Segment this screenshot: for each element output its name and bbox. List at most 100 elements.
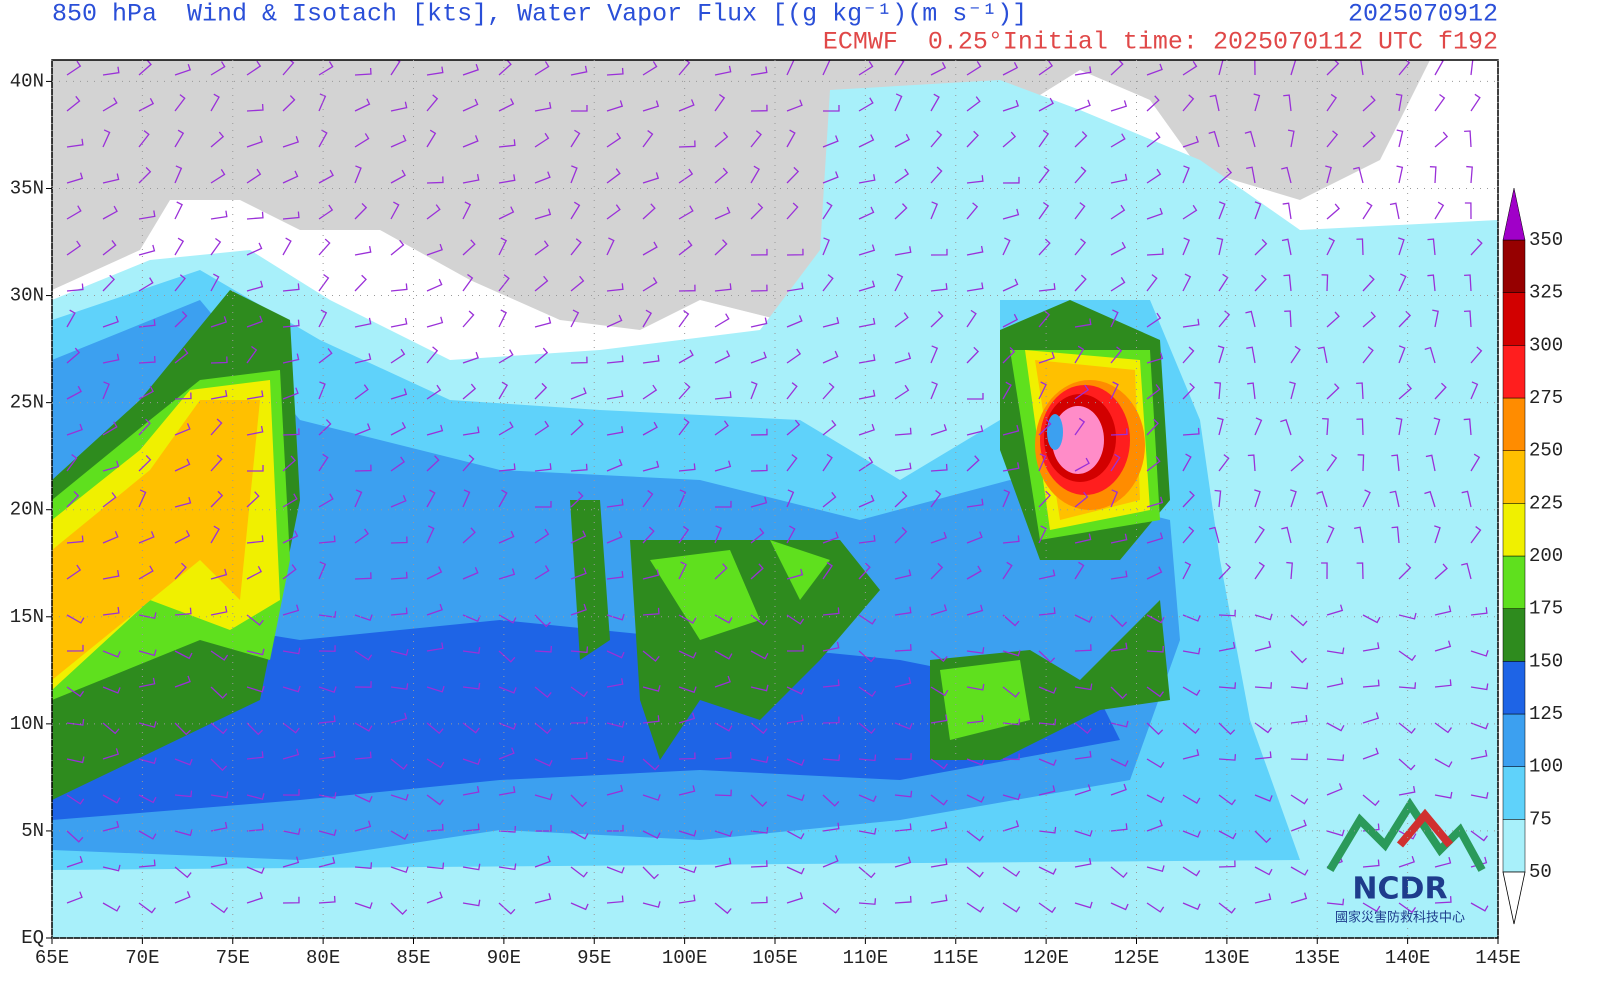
wind-barb (1074, 722, 1092, 734)
wind-barb (1110, 100, 1128, 112)
wind-barb (1146, 614, 1165, 624)
wind-barb (1470, 683, 1489, 691)
wind-barb (318, 561, 327, 580)
wind-barb (282, 237, 292, 256)
wind-barb (1396, 129, 1404, 148)
wind-barb (858, 614, 877, 625)
wind-barb (822, 419, 837, 436)
wind-barb (534, 686, 552, 698)
wind-barb (1290, 714, 1308, 724)
wind-barb (318, 856, 336, 868)
wind-barb (210, 857, 228, 868)
wind-barb (822, 607, 840, 616)
wind-barb (1216, 417, 1224, 436)
wind-barb (1182, 60, 1198, 76)
wind-barb (1362, 747, 1379, 760)
wind-barb (138, 531, 155, 544)
wind-barb (174, 675, 191, 688)
wind-barb (498, 237, 508, 256)
wind-barb (462, 527, 476, 544)
wind-barb (1146, 865, 1165, 873)
wind-barb (858, 97, 874, 112)
wind-barb (930, 283, 948, 292)
wind-barb (282, 685, 301, 693)
wind-barb (714, 722, 733, 732)
wind-barb (1398, 682, 1417, 690)
wind-barb (1244, 130, 1256, 148)
wind-barb (678, 561, 687, 580)
wind-barb (1182, 382, 1195, 400)
wind-barb (1110, 428, 1128, 436)
wind-barb (570, 201, 581, 220)
wind-barb (102, 129, 111, 148)
wind-barb (498, 349, 514, 364)
wind-barb (426, 823, 444, 832)
wind-barb (966, 604, 984, 616)
wind-barb (462, 785, 480, 796)
wind-barb (390, 388, 408, 400)
typhoon-core (1052, 406, 1104, 474)
wind-barb (894, 312, 909, 328)
wind-barb (390, 348, 406, 364)
wind-barb (642, 794, 661, 801)
wind-barb (894, 606, 912, 616)
wind-barb (246, 685, 265, 693)
wind-barb (1146, 168, 1162, 184)
wind-barb (714, 789, 732, 797)
wind-barb (282, 604, 300, 616)
wind-barb (678, 650, 697, 659)
colorbar-label: 325 (1529, 282, 1563, 304)
wind-barb (1470, 526, 1482, 544)
wind-barb (930, 858, 948, 868)
wind-barb (1002, 535, 1020, 544)
wind-barb (318, 204, 334, 220)
wind-barb (1074, 457, 1090, 472)
wind-barb (1326, 754, 1345, 762)
wind-barb (138, 385, 154, 400)
wind-barb (246, 390, 264, 400)
wind-barb (1218, 167, 1233, 184)
wind-barb (1326, 829, 1345, 837)
wind-barb (1182, 318, 1200, 328)
wind-barb (102, 460, 120, 472)
wind-barb (390, 712, 408, 724)
wind-barb (66, 423, 83, 436)
wind-barb (282, 283, 300, 292)
wind-barb (534, 893, 552, 904)
wind-barb (246, 103, 264, 112)
wind-barb (246, 793, 265, 800)
wind-barb (534, 347, 549, 364)
wind-barb (174, 562, 187, 580)
y-tick-label: EQ (21, 927, 44, 949)
wind-barb (498, 489, 508, 508)
wind-barb (1218, 830, 1237, 840)
wind-barb (1002, 176, 1020, 184)
wind-barb (750, 381, 758, 400)
wind-barb (930, 130, 943, 148)
wind-barb (354, 98, 371, 112)
logo-mountain (1326, 797, 1486, 873)
wind-barb (1182, 647, 1201, 655)
wind-barb (102, 864, 121, 872)
wind-barb (210, 525, 220, 544)
wind-barb (66, 283, 84, 292)
wind-barb (318, 61, 334, 76)
wind-barb (462, 566, 479, 580)
y-tick-label: 40N (10, 70, 44, 92)
wind-barb (210, 356, 228, 364)
wind-barb (66, 686, 85, 698)
wind-barb (606, 168, 621, 184)
wind-barb (354, 862, 373, 869)
wind-barb (1146, 312, 1162, 328)
wind-barb (1110, 570, 1128, 580)
wind-barb (1254, 893, 1272, 904)
colorbar-band (1502, 555, 1526, 609)
wind-barb (1110, 866, 1128, 879)
wind-barb (498, 139, 516, 148)
wind-barb (606, 390, 624, 400)
flux-125 (52, 600, 1120, 820)
wind-barb (1002, 131, 1017, 148)
wind-barb (1110, 277, 1126, 292)
wind-barb (714, 420, 729, 436)
wind-barb (822, 453, 833, 472)
